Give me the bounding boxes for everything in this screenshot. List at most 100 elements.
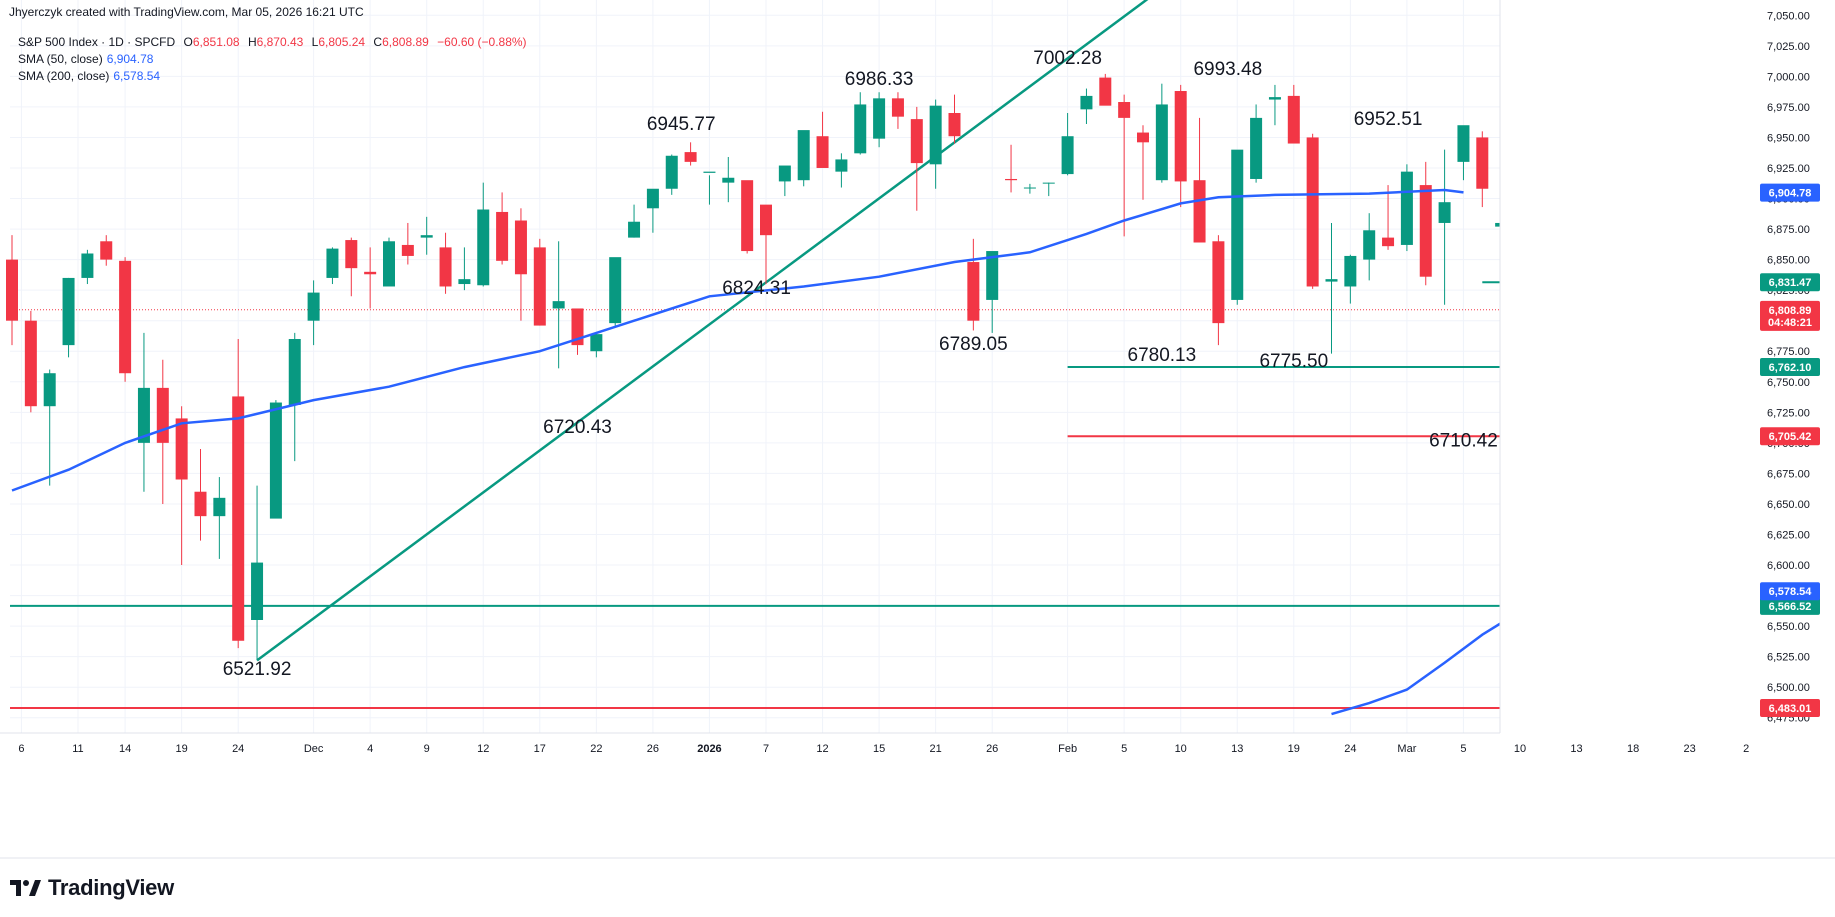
time-tick-label: 24 xyxy=(1344,743,1356,755)
candle-body xyxy=(816,136,829,168)
candle-body xyxy=(1457,125,1470,162)
candle xyxy=(439,232,452,294)
time-tick-label: 9 xyxy=(424,743,430,755)
price-annotation: 6720.43 xyxy=(543,417,612,438)
legend-sma50-row[interactable]: SMA (50, close) 6,904.78 xyxy=(18,51,527,68)
candle xyxy=(62,277,75,358)
time-tick-label: 14 xyxy=(119,743,131,755)
candle-body xyxy=(458,279,471,285)
candle xyxy=(1268,84,1281,126)
candle-body xyxy=(364,271,377,275)
candle-body xyxy=(288,339,301,405)
price-annotation: 6521.92 xyxy=(223,659,292,680)
candle xyxy=(967,238,980,331)
time-axis[interactable]: 6 11 14 19 24 Dec 4 9 12 17 22 26 2026 7 12 15 21 26 Feb 5 1… xyxy=(0,732,1835,859)
candle-body xyxy=(1231,149,1244,300)
legend-sma50-label: SMA (50, close) xyxy=(18,52,103,66)
legend-symbol[interactable]: S&P 500 Index · 1D · SPCFD xyxy=(18,35,176,49)
candle-body xyxy=(383,241,395,287)
candle xyxy=(307,280,320,346)
candle xyxy=(345,237,358,297)
price-tick-label: 6,675.00 xyxy=(1767,468,1810,480)
axis-price-tag xyxy=(1760,582,1820,601)
legend-sma200-row[interactable]: SMA (200, close) 6,578.54 xyxy=(18,68,527,85)
candle-body xyxy=(1155,104,1168,181)
time-tick-label: 6 xyxy=(18,743,24,755)
price-tick-label: 6,625.00 xyxy=(1767,529,1810,541)
candle xyxy=(552,241,565,369)
candle-body xyxy=(684,152,697,162)
candle xyxy=(665,154,678,195)
price-annotation: 6952.51 xyxy=(1354,109,1423,130)
candle-body xyxy=(6,259,18,321)
chart-header: Jhyerczyk created with TradingView.com, … xyxy=(9,5,364,19)
candle xyxy=(835,153,848,188)
candle xyxy=(232,339,245,649)
candle xyxy=(100,235,113,266)
tradingview-brand[interactable]: TradingView xyxy=(10,875,174,901)
candle-body xyxy=(1306,137,1319,287)
price-axis[interactable]: 6,475.006,500.006,525.006,550.006,575.00… xyxy=(1499,0,1835,733)
candle-body xyxy=(1023,187,1036,189)
candle xyxy=(420,216,433,255)
legend-open-value: 6,851.08 xyxy=(192,35,240,49)
candle-body xyxy=(1363,230,1376,260)
price-tick-label: 6,850.00 xyxy=(1767,255,1810,267)
axis-price-tag xyxy=(1760,300,1820,331)
candle xyxy=(646,188,659,233)
candle-body xyxy=(571,308,584,346)
level-price-tag xyxy=(1760,427,1820,446)
candle xyxy=(1325,222,1338,354)
candle-body xyxy=(590,334,603,352)
sma50-line xyxy=(11,188,1464,492)
chart-legend: S&P 500 Index · 1D · SPCFD O6,851.08 H6,… xyxy=(18,34,527,85)
candle-body xyxy=(1382,237,1395,247)
candle xyxy=(458,247,471,291)
candle-body xyxy=(1174,91,1187,182)
candle xyxy=(722,156,735,203)
candle xyxy=(948,94,961,144)
candle xyxy=(1287,84,1300,144)
candle-body xyxy=(326,248,339,278)
price-annotation: 6824.31 xyxy=(722,278,791,299)
candle-body xyxy=(665,155,678,189)
candle-body xyxy=(1400,171,1413,245)
price-tick-label: 6,975.00 xyxy=(1767,102,1810,114)
time-tick-label: 13 xyxy=(1570,743,1582,755)
candle-body xyxy=(628,221,641,238)
legend-sma200-label: SMA (200, close) xyxy=(18,69,110,83)
level-price-tag xyxy=(1760,698,1820,717)
candle-body xyxy=(1250,117,1263,179)
candle xyxy=(1137,125,1149,200)
candle xyxy=(194,448,207,541)
legend-high-value: 6,870.43 xyxy=(256,35,304,49)
candle xyxy=(891,92,904,129)
candle-body xyxy=(1118,102,1131,118)
level-price-tag-label: 6,705.42 xyxy=(1769,431,1812,443)
candle-body xyxy=(156,387,169,443)
candle xyxy=(929,99,942,189)
candle xyxy=(986,251,999,333)
legend-symbol-row: S&P 500 Index · 1D · SPCFD O6,851.08 H6,… xyxy=(18,34,527,51)
candle-body xyxy=(835,159,848,172)
legend-low-label: L xyxy=(311,35,319,49)
countdown-label: 04:48:21 xyxy=(1768,317,1812,329)
candle-body xyxy=(1476,137,1489,189)
time-tick-label: 11 xyxy=(72,743,83,755)
candle xyxy=(1457,125,1470,181)
price-tick-label: 6,600.00 xyxy=(1767,560,1810,572)
candle xyxy=(514,208,527,321)
time-tick-label: 21 xyxy=(930,743,942,755)
legend-close-label: C xyxy=(373,35,383,49)
candle-body xyxy=(1212,241,1225,324)
candle-body xyxy=(910,119,923,164)
candle xyxy=(213,477,226,559)
candle-body xyxy=(43,373,56,407)
candle-body xyxy=(778,165,791,182)
candle-body xyxy=(1042,182,1055,184)
price-annotation: 6789.05 xyxy=(939,334,1008,355)
brand-name: TradingView xyxy=(48,875,174,900)
candle xyxy=(778,165,791,197)
candle xyxy=(1099,73,1112,106)
